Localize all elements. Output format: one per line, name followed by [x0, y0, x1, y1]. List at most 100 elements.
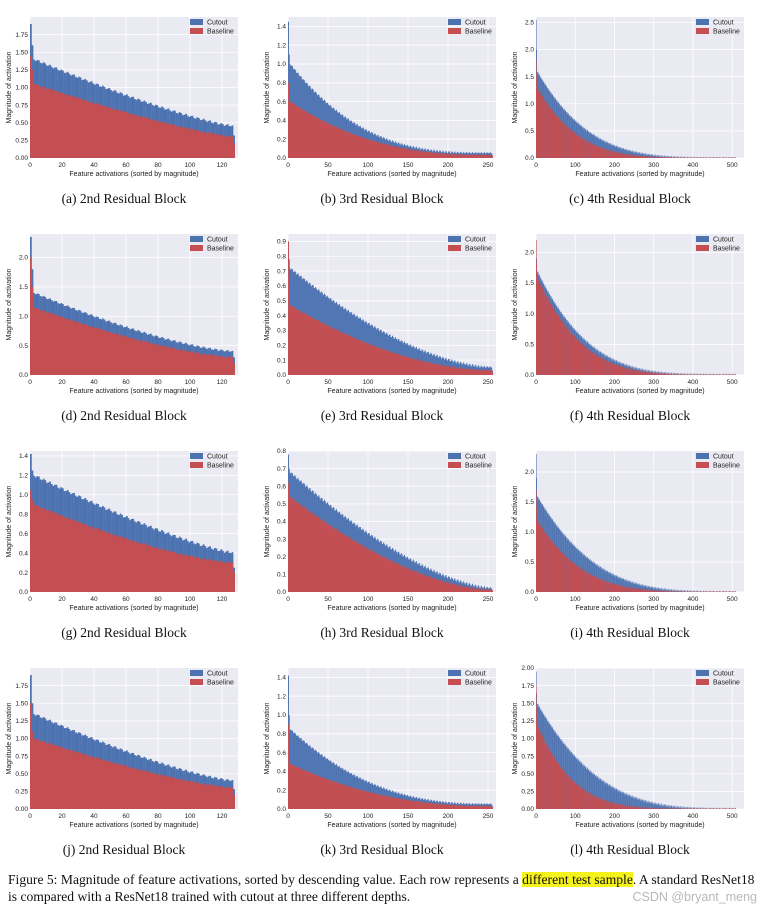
- bar-baseline: [334, 329, 336, 375]
- bar-baseline: [716, 373, 717, 375]
- bar-baseline: [172, 124, 175, 158]
- bar-baseline: [364, 138, 365, 158]
- bar-baseline: [74, 321, 77, 375]
- bar-baseline: [600, 356, 601, 375]
- bar-baseline: [479, 155, 481, 158]
- bar-baseline: [305, 111, 307, 158]
- bar-baseline: [162, 345, 165, 375]
- bar-baseline: [585, 141, 586, 158]
- bar-baseline: [329, 525, 331, 592]
- bar-baseline: [341, 331, 343, 375]
- bar-baseline: [372, 344, 373, 375]
- bar-baseline: [408, 358, 410, 375]
- x-tick-label: 100: [185, 596, 196, 603]
- series-baseline: [536, 240, 736, 375]
- bar-baseline: [606, 150, 608, 158]
- bar-baseline: [434, 363, 436, 375]
- bar-baseline: [679, 374, 681, 375]
- subfigure-caption: (d) 2nd Residual Block: [61, 408, 187, 423]
- figure-grid: 0.00 0.25 0.50 0.75 1.00 1.25 1.50 1.75 0 20 40 60 8…: [6, 17, 744, 857]
- bar-baseline: [701, 373, 703, 375]
- bar-baseline: [400, 355, 401, 375]
- bar-baseline: [631, 155, 633, 158]
- bar-baseline: [307, 112, 309, 158]
- bar-baseline: [310, 317, 312, 375]
- bar-baseline: [583, 346, 585, 375]
- bar-baseline: [372, 550, 373, 592]
- bar-baseline: [473, 589, 475, 592]
- bar-baseline: [449, 584, 451, 592]
- chart-panel-h: 0.0 0.1 0.2 0.3 0.4 0.5 0.6 0.7 0.8 0 50 100 150 200 2…: [258, 448, 506, 655]
- bar-cutout: [653, 154, 655, 158]
- bar-baseline: [651, 373, 652, 375]
- bar-baseline: [415, 359, 417, 375]
- y-tick-label: 1.4: [19, 453, 28, 460]
- bar-baseline: [644, 156, 646, 158]
- bar-cutout: [648, 153, 649, 158]
- bar-cutout: [609, 144, 611, 158]
- bar-baseline: [601, 358, 603, 375]
- bar-baseline: [648, 371, 649, 375]
- bar-baseline: [683, 374, 684, 375]
- bar-baseline: [636, 154, 638, 158]
- bar-cutout: [647, 587, 648, 592]
- bar-baseline: [199, 354, 202, 375]
- bar-cutout: [656, 155, 658, 158]
- bar-baseline: [608, 361, 610, 375]
- x-tick-label: 500: [727, 379, 738, 386]
- x-tick-label: 200: [609, 162, 620, 169]
- bar-cutout: [654, 373, 656, 375]
- bar-baseline: [337, 531, 339, 592]
- bar-cutout: [632, 152, 634, 158]
- bar-baseline: [548, 301, 550, 375]
- bar-baseline: [416, 150, 418, 158]
- bar-baseline: [668, 156, 669, 158]
- bar-baseline: [729, 374, 730, 375]
- bar-baseline: [384, 557, 385, 592]
- bar-baseline: [418, 359, 420, 375]
- bar-baseline: [663, 374, 665, 375]
- bar-baseline: [55, 314, 58, 375]
- bar-baseline: [356, 134, 358, 158]
- bar-baseline: [161, 345, 163, 375]
- bar-baseline: [577, 341, 579, 375]
- x-axis-label: Feature activations (sorted by magnitude…: [327, 171, 456, 178]
- bar-cutout: [476, 586, 477, 592]
- bar-baseline: [682, 157, 684, 158]
- bar-baseline: [467, 588, 469, 592]
- bar-baseline: [687, 373, 688, 375]
- bar-baseline: [124, 112, 127, 158]
- bar-cutout: [615, 576, 617, 592]
- bar-baseline: [50, 89, 53, 158]
- bar-cutout: [645, 153, 646, 158]
- bar-baseline: [398, 563, 400, 592]
- bar-baseline: [576, 339, 577, 375]
- bar-baseline: [630, 154, 632, 158]
- bar-baseline: [565, 124, 566, 158]
- bar-baseline: [385, 144, 387, 158]
- bar-baseline: [42, 86, 45, 158]
- y-tick-label: 0.8: [277, 448, 286, 455]
- bar-baseline: [433, 362, 435, 375]
- x-tick-label: 20: [58, 162, 66, 169]
- bar-baseline: [537, 278, 539, 375]
- bar-baseline: [607, 360, 608, 375]
- bar-baseline: [153, 344, 155, 375]
- bar-baseline: [461, 155, 463, 158]
- bar-baseline: [550, 303, 552, 375]
- y-tick-label: 0.9: [277, 239, 286, 246]
- bar-baseline: [352, 134, 354, 158]
- bar-baseline: [610, 364, 612, 375]
- bar-baseline: [298, 310, 300, 375]
- y-tick-label: 0.6: [277, 283, 286, 290]
- bar-baseline: [408, 357, 409, 375]
- bar-baseline: [608, 151, 609, 158]
- bar-baseline: [713, 373, 714, 375]
- bar-baseline: [459, 586, 461, 592]
- bar-baseline: [632, 371, 634, 375]
- bar-baseline: [71, 519, 74, 592]
- bar-baseline: [302, 313, 304, 375]
- bar-baseline: [636, 369, 638, 375]
- bar-baseline: [404, 356, 406, 375]
